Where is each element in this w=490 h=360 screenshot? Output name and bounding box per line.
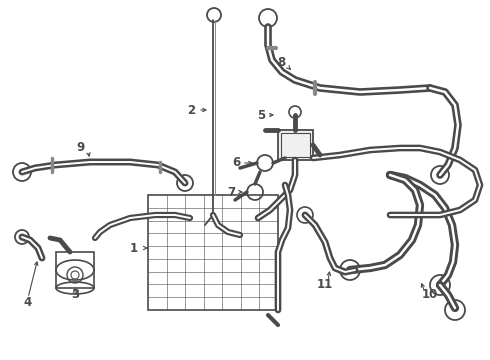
Text: 6: 6 [232,156,240,168]
Bar [56,252,94,288]
Bar [148,195,278,310]
Bar [281,133,310,157]
Text: 11: 11 [317,279,333,292]
Text: 8: 8 [277,55,285,68]
Text: 2: 2 [187,104,195,117]
Text: 10: 10 [422,288,438,302]
Text: 9: 9 [76,140,84,153]
Bar [278,130,313,160]
Text: 7: 7 [227,185,235,198]
Text: 1: 1 [130,242,138,255]
Text: 5: 5 [257,108,265,122]
Text: 4: 4 [24,296,32,309]
Text: 3: 3 [71,288,79,302]
